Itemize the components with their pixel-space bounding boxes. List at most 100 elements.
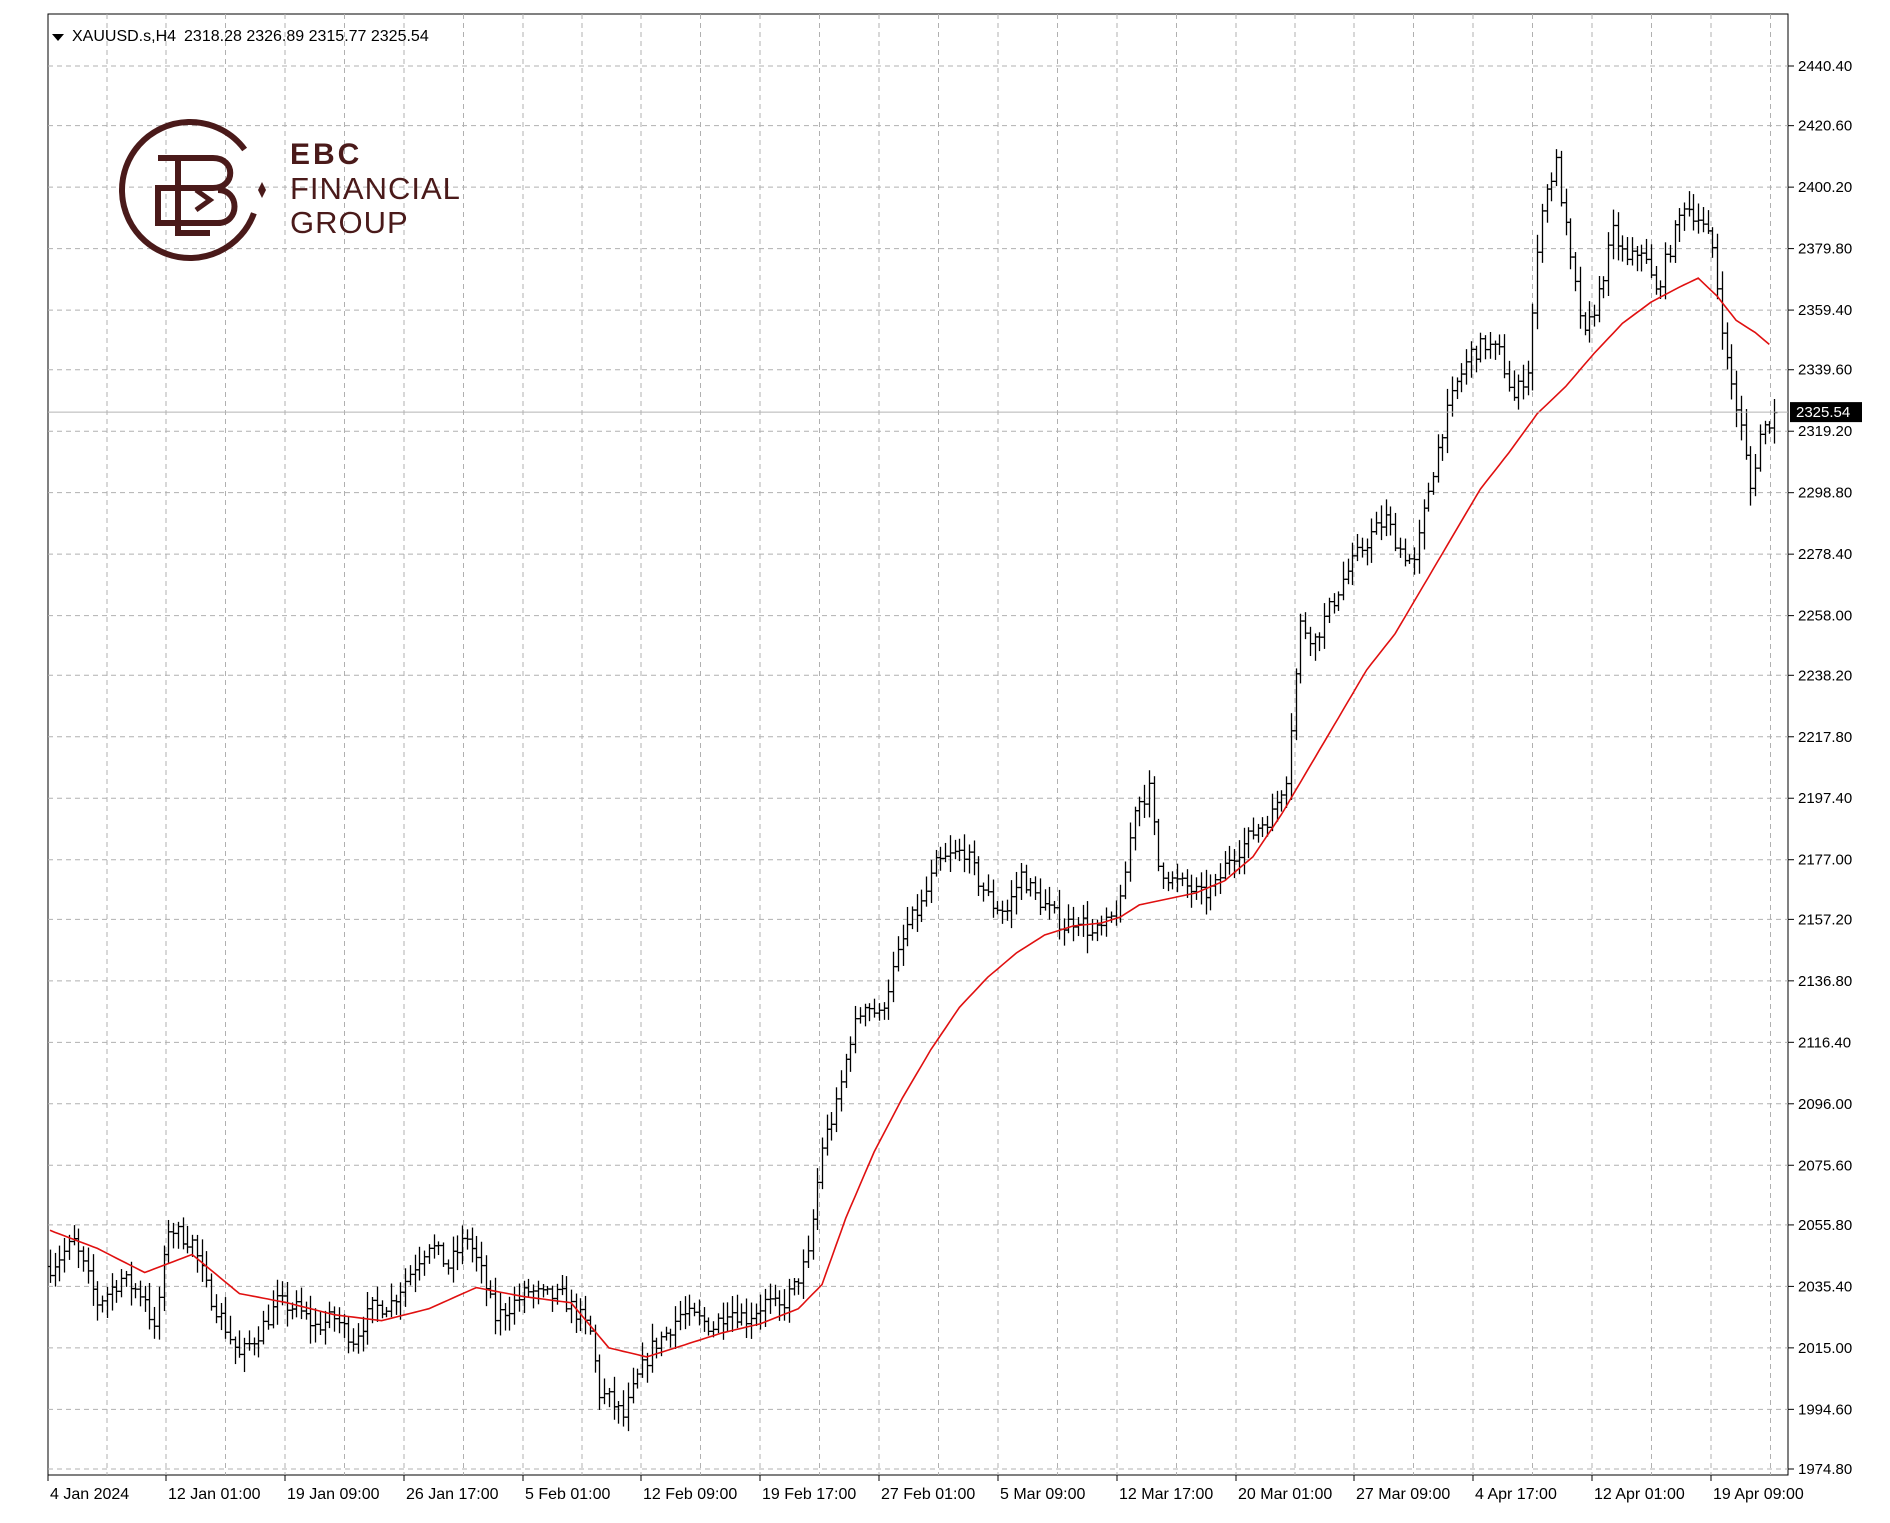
ohlc-bar xyxy=(1032,876,1039,900)
ohlc-bar xyxy=(104,1286,111,1319)
ohlc-bar xyxy=(1037,878,1044,916)
ohlc-bar xyxy=(194,1234,201,1273)
y-tick-label: 2319.20 xyxy=(1798,423,1852,440)
x-tick-label: 12 Feb 09:00 xyxy=(643,1486,737,1503)
ohlc-bar xyxy=(686,1294,693,1326)
ohlc-bar xyxy=(1392,512,1399,552)
ohlc-bar xyxy=(1245,827,1252,859)
symbol-header[interactable]: XAUUSD.s,H4 2318.28 2326.89 2315.77 2325… xyxy=(52,28,429,46)
ohlc-bar xyxy=(1321,603,1328,649)
ohlc-bar xyxy=(900,924,907,966)
ohlc-bar xyxy=(1089,919,1096,941)
ohlc-bar xyxy=(1458,363,1465,393)
ohlc-bar xyxy=(85,1247,92,1284)
ohlc-bar xyxy=(1169,871,1176,890)
ohlc-bar xyxy=(720,1302,727,1340)
ohlc-bar xyxy=(1511,370,1518,401)
x-tick-label: 26 Jan 17:00 xyxy=(406,1486,499,1503)
ohlc-bar xyxy=(1610,209,1617,260)
ohlc-bar xyxy=(596,1354,603,1410)
ohlc-bar xyxy=(890,951,897,1003)
ohlc-bar xyxy=(990,879,997,918)
ohlc-bar xyxy=(1293,668,1300,741)
ohlc-bar xyxy=(71,1225,78,1246)
ohlc-bar xyxy=(1288,713,1295,800)
ohlc-bar xyxy=(871,998,878,1018)
y-tick-label: 2238.20 xyxy=(1798,667,1852,684)
ohlc-bar xyxy=(1316,632,1323,652)
ohlc-bar xyxy=(1046,886,1053,920)
ohlc-bar xyxy=(1155,818,1162,872)
ohlc-bar xyxy=(1207,874,1214,911)
y-tick-label: 1994.60 xyxy=(1798,1401,1852,1418)
ohlc-bar xyxy=(241,1337,248,1373)
ohlc-bar xyxy=(1676,208,1683,242)
ohlc-bar xyxy=(1563,188,1570,236)
chevron-down-icon[interactable] xyxy=(52,33,64,41)
current-price-label: 2325.54 xyxy=(1796,404,1850,421)
ohlc-bar xyxy=(511,1286,518,1325)
ohlc-bar xyxy=(459,1225,466,1265)
ohlc-bar xyxy=(1141,784,1148,818)
ohlc-bar xyxy=(435,1241,442,1256)
ohlc-bar xyxy=(1297,613,1304,684)
ohlc-bar xyxy=(786,1278,793,1323)
ohlc-bar xyxy=(1203,869,1210,915)
ohlc-bar xyxy=(852,1005,859,1054)
ohlc-bar xyxy=(885,979,892,1020)
ohlc-bar xyxy=(1008,880,1015,929)
ohlc-bar xyxy=(1709,227,1716,258)
ohlc-bar xyxy=(1241,827,1248,875)
ohlc-bar xyxy=(90,1254,97,1306)
y-tick-label: 2075.60 xyxy=(1798,1157,1852,1174)
ohlc-bar xyxy=(682,1296,689,1330)
ohlc-bar xyxy=(99,1295,106,1313)
ohlc-bar xyxy=(1648,244,1655,279)
ohlc-bar xyxy=(1463,349,1470,385)
ohlc-bar xyxy=(146,1282,153,1330)
ohlc-bar xyxy=(407,1265,414,1286)
y-tick-label: 2379.80 xyxy=(1798,241,1852,258)
ohlc-bar xyxy=(1515,374,1522,410)
moving-average-line xyxy=(49,277,1770,1358)
ohlc-bar xyxy=(1132,806,1139,851)
ohlc-bar xyxy=(270,1290,277,1329)
ohlc-bar xyxy=(1444,388,1451,454)
ohlc-bar xyxy=(374,1286,381,1322)
ohlc-bar xyxy=(1596,275,1603,323)
ohlc-bar xyxy=(800,1249,807,1299)
ohlc-bar xyxy=(833,1087,840,1133)
ohlc-bar xyxy=(1364,538,1371,566)
ohlc-bar xyxy=(1733,370,1740,428)
ohlc-bar xyxy=(1643,238,1650,264)
ohlc-bar xyxy=(109,1273,116,1311)
ohlc-bar xyxy=(582,1295,589,1335)
ohlc-bar xyxy=(189,1234,196,1257)
grid-layer xyxy=(47,13,1789,1476)
ohlc-bar xyxy=(123,1270,130,1287)
x-tick-label: 12 Jan 01:00 xyxy=(168,1486,261,1503)
ohlc-bar xyxy=(1624,237,1631,266)
ohlc-bar xyxy=(847,1036,854,1072)
ohlc-bar xyxy=(251,1337,258,1356)
ebc-logo-mark xyxy=(119,119,266,261)
ohlc-bar xyxy=(1572,252,1579,292)
ohlc-bar xyxy=(94,1281,101,1321)
ohlc-bar xyxy=(1378,505,1385,541)
ohlc-bar xyxy=(677,1300,684,1331)
ohlc-bar xyxy=(1084,901,1091,954)
ohlc-bar xyxy=(563,1276,570,1313)
ohlc-bar xyxy=(1634,246,1641,272)
ohlc-bar xyxy=(317,1311,324,1335)
ohlc-bar xyxy=(1482,335,1489,360)
ohlc-bar xyxy=(1416,519,1423,574)
y-tick-label: 2359.40 xyxy=(1798,302,1852,319)
ohlc-bar xyxy=(1468,341,1475,378)
ohlc-bar xyxy=(994,901,1001,915)
ohlc-bar xyxy=(445,1259,452,1275)
ohlc-bar xyxy=(1681,202,1688,231)
x-tick-label: 4 Jan 2024 xyxy=(50,1486,129,1503)
ohlc-bar xyxy=(118,1269,125,1298)
ohlc-bar xyxy=(1250,817,1257,840)
